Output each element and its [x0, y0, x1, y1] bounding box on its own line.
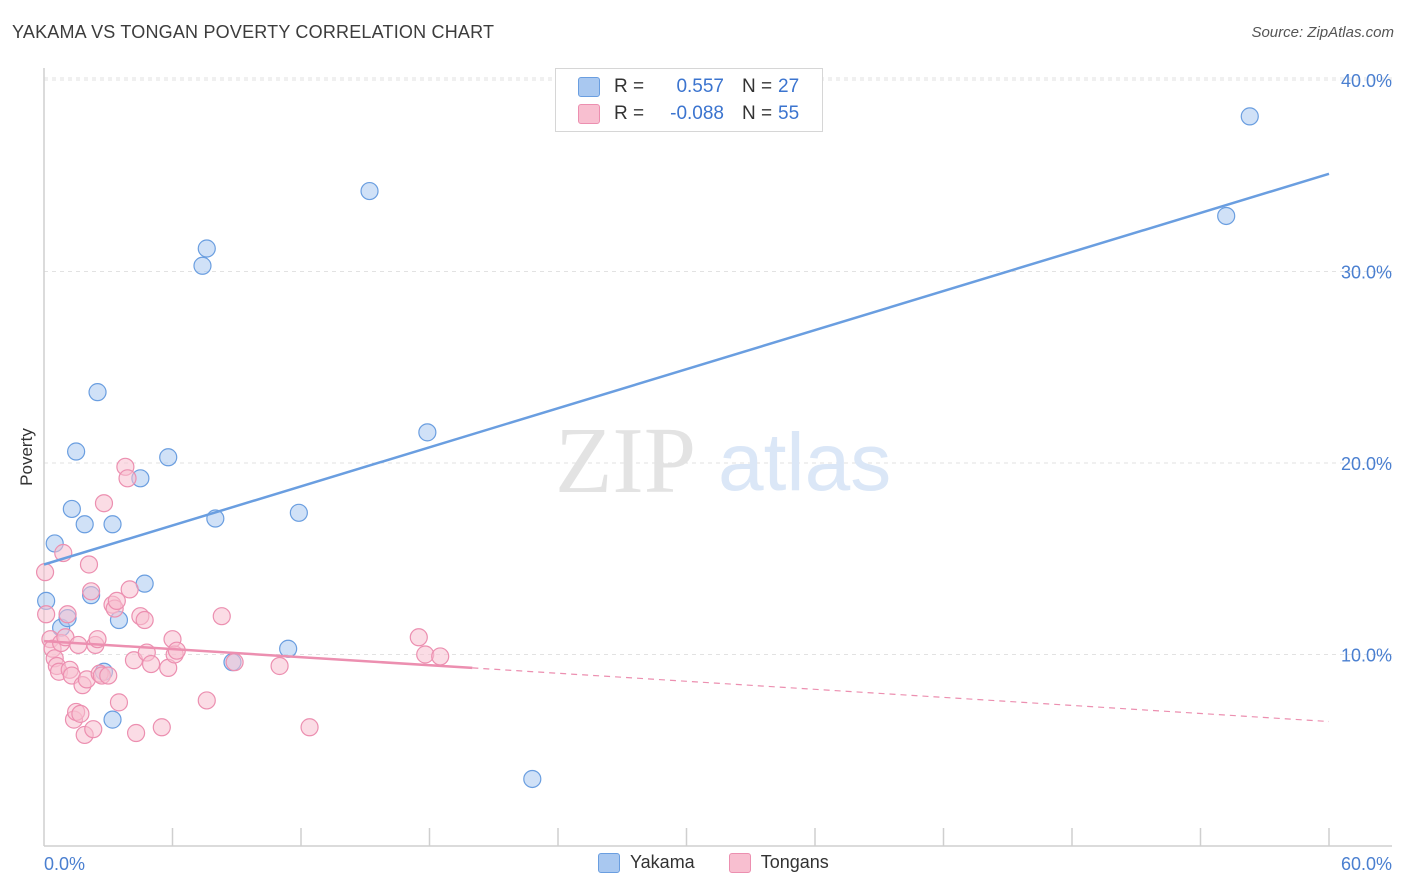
yakama-point: [75, 515, 94, 534]
tongans-point: [135, 610, 154, 630]
tongans-point: [431, 647, 450, 666]
tongans-point: [35, 563, 55, 582]
y-tick-label: 30.0%: [1341, 263, 1392, 283]
tongans-point: [300, 718, 319, 737]
yakama-point: [197, 239, 216, 258]
tongans-point: [99, 666, 118, 685]
series-swatch-tongans: [728, 852, 751, 873]
tongans-point: [84, 720, 103, 739]
yakama-point: [1240, 107, 1259, 126]
yakama-point: [62, 499, 81, 519]
tongans-point: [69, 635, 88, 655]
series-label-yakama: Yakama: [630, 852, 695, 872]
yakama-point: [159, 448, 178, 467]
legend-row-yakama: R = 0.557 N = 27: [578, 75, 799, 99]
watermark-atlas: atlas: [718, 417, 891, 508]
y-tick-label: 10.0%: [1341, 646, 1392, 666]
yakama-trend-line: [43, 172, 1330, 566]
series-swatch-yakama: [598, 852, 620, 873]
tongans-trend-extension: [472, 667, 1330, 723]
tongans-point: [152, 718, 171, 737]
series-label-tongans: Tongans: [760, 852, 829, 872]
chart-title: YAKAMA VS TONGAN POVERTY CORRELATION CHA…: [12, 22, 495, 42]
tongans-point: [94, 494, 114, 513]
tongans-point: [107, 591, 126, 610]
tongans-point: [141, 654, 161, 674]
yakama-point: [289, 503, 308, 522]
series-legend-yakama: Yakama: [598, 852, 695, 873]
tongans-point: [212, 607, 231, 626]
legend-swatch-yakama: [578, 77, 600, 97]
tongans-point: [118, 469, 137, 488]
yakama-point: [193, 256, 212, 275]
tongans-point: [79, 555, 99, 574]
tongans-point: [126, 723, 146, 743]
correlation-legend: R = 0.557 N = 27 R = -0.088 N = 55: [555, 68, 823, 132]
tongans-point: [58, 605, 77, 624]
yakama-point: [88, 383, 107, 402]
tongans-point: [197, 691, 216, 710]
x-tick-labels: 0.0% 60.0%: [44, 854, 1392, 874]
y-tick-label: 20.0%: [1341, 454, 1392, 474]
tongans-point: [109, 693, 129, 712]
tongans-point: [120, 580, 139, 599]
gridlines: [44, 77, 1392, 655]
legend-n-label: N =: [742, 76, 773, 97]
tongans-point: [416, 645, 435, 664]
y-tick-labels: 10.0% 20.0% 30.0% 40.0%: [1341, 71, 1392, 666]
yakama-point: [360, 181, 379, 201]
axes: [43, 68, 1392, 847]
y-axis-label: Poverty: [17, 428, 36, 486]
legend-row-tongans: R = -0.088 N = 55: [578, 102, 799, 126]
watermark-zip: ZIP: [555, 409, 696, 513]
yakama-point: [1217, 206, 1236, 226]
x-tick-label-max: 60.0%: [1341, 854, 1392, 874]
tongans-point: [37, 605, 56, 624]
legend-r-value: 0.557: [676, 76, 724, 97]
tongans-point: [270, 656, 289, 676]
trend-lines: [43, 172, 1330, 723]
legend-r-value: -0.088: [670, 103, 724, 124]
legend-n-value: 27: [778, 76, 800, 97]
source-credit: Source: ZipAtlas.com: [1251, 24, 1394, 41]
series-legend: Yakama Tongans: [598, 852, 863, 873]
yakama-point: [523, 769, 542, 789]
y-tick-label: 40.0%: [1341, 71, 1392, 91]
series-tongans: [35, 457, 450, 745]
yakama-point: [67, 442, 86, 461]
yakama-point: [103, 515, 122, 534]
tongans-trend-line: [43, 639, 473, 670]
legend-n-label: N =: [742, 103, 773, 124]
tongans-point: [71, 704, 90, 723]
legend-n-value: 55: [778, 103, 800, 124]
yakama-point: [418, 423, 437, 442]
x-tick-label-min: 0.0%: [44, 854, 85, 874]
legend-r-label: R =: [614, 76, 645, 97]
legend-r-label: R =: [614, 103, 645, 124]
tongans-point: [82, 582, 101, 601]
yakama-point: [103, 710, 122, 729]
tongans-point: [225, 653, 244, 672]
tongans-point: [409, 628, 428, 647]
yakama-point: [279, 639, 298, 658]
series-legend-tongans: Tongans: [728, 852, 829, 873]
legend-swatch-tongans: [578, 104, 600, 124]
